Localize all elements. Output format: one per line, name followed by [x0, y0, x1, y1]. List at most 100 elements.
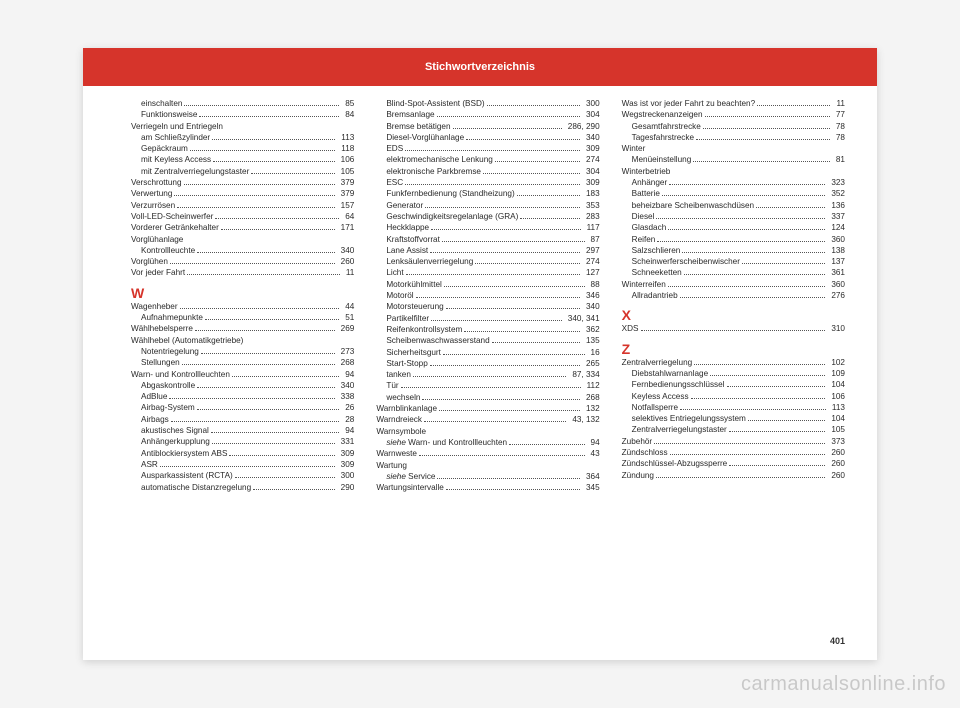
index-entry: Verzurrösen157 — [131, 200, 354, 211]
index-entry-label: siehe Warn- und Kontrollleuchten — [386, 437, 507, 448]
index-entry-page: 265 — [582, 358, 600, 369]
index-entry-page: 268 — [582, 392, 600, 403]
leader-dots — [401, 382, 581, 388]
leader-dots — [180, 303, 340, 309]
index-entry-page: 112 — [583, 380, 600, 391]
index-entry-page: 102 — [827, 357, 845, 368]
index-entry: Gepäckraum118 — [131, 143, 354, 154]
index-entry: Keyless Access106 — [622, 391, 845, 402]
index-entry-label: Zubehör — [622, 436, 653, 447]
index-entry: Schneeketten361 — [622, 267, 845, 278]
index-entry: Diesel337 — [622, 211, 845, 222]
index-entry: Winterreifen360 — [622, 279, 845, 290]
leader-dots — [190, 145, 335, 151]
index-entry-page: 360 — [827, 234, 845, 245]
index-entry: Warndreieck43, 132 — [376, 414, 599, 425]
page-header-title: Stichwortverzeichnis — [425, 61, 535, 73]
index-entry-page: 361 — [827, 267, 845, 278]
index-entry-label: Anhänger — [632, 177, 668, 188]
leader-dots — [668, 224, 825, 230]
index-entry-page: 362 — [582, 324, 600, 335]
index-entry-page: 78 — [832, 132, 845, 143]
leader-dots — [682, 247, 825, 253]
leader-dots — [446, 303, 580, 309]
leader-dots — [453, 123, 562, 129]
index-entry-label: mit Keyless Access — [141, 154, 211, 165]
index-entry-label: Motorsteuerung — [386, 301, 443, 312]
index-entry-label: EDS — [386, 143, 403, 154]
index-entry-label: Lane Assist — [386, 245, 428, 256]
index-entry-page: 297 — [582, 245, 600, 256]
leader-dots — [662, 190, 825, 196]
index-entry-label: Motoröl — [386, 290, 413, 301]
index-entry-label: Diebstahlwarnanlage — [632, 368, 708, 379]
index-heading-label: Wählhebel (Automatikgetriebe) — [131, 335, 243, 346]
index-entry-page: 331 — [337, 436, 355, 447]
leader-dots — [466, 134, 580, 140]
index-entry-label: Zündschloss — [622, 447, 668, 458]
index-entry-page: 88 — [587, 279, 600, 290]
index-heading-label: Winterbetrieb — [622, 166, 671, 177]
index-heading: Verriegeln und Entriegeln — [131, 121, 354, 132]
leader-dots — [212, 134, 335, 140]
index-entry: Reifenkontrollsystem362 — [376, 324, 599, 335]
index-entry-page: 345 — [582, 482, 600, 493]
index-entry-page: 136 — [827, 200, 845, 211]
index-entry-label: Start-Stopp — [386, 358, 427, 369]
leader-dots — [187, 269, 340, 275]
leader-dots — [425, 202, 580, 208]
index-entry-page: 276 — [827, 290, 845, 301]
leader-dots — [483, 168, 580, 174]
index-entry-page: 77 — [832, 109, 845, 120]
leader-dots — [696, 134, 830, 140]
index-entry: Scheibenwaschwasserstand135 — [376, 335, 599, 346]
index-entry-page: 304 — [582, 109, 600, 120]
index-entry: Warnblinkanlage132 — [376, 403, 599, 414]
index-entry-page: 274 — [582, 154, 600, 165]
leader-dots — [199, 111, 339, 117]
index-entry: Generator353 — [376, 200, 599, 211]
index-entry: Ausparkassistent (RCTA)300 — [131, 470, 354, 481]
index-entry-label: Wählhebelsperre — [131, 323, 193, 334]
index-entry: ESC309 — [376, 177, 599, 188]
index-entry: Airbag-System26 — [131, 402, 354, 413]
index-entry: EDS309 — [376, 143, 599, 154]
index-entry-page: 260 — [827, 447, 845, 458]
index-entry-label: Licht — [386, 267, 403, 278]
index-entry-page: 132 — [582, 403, 600, 414]
leader-dots — [669, 179, 825, 185]
index-heading: Winterbetrieb — [622, 166, 845, 177]
index-entry-label: Verzurrösen — [131, 200, 175, 211]
index-entry-label: Batterie — [632, 188, 660, 199]
leader-dots — [487, 100, 580, 106]
index-heading-label: Verriegeln und Entriegeln — [131, 121, 223, 132]
leader-dots — [205, 314, 339, 320]
index-entry-page: 94 — [341, 369, 354, 380]
leader-dots — [703, 123, 830, 129]
leader-dots — [406, 269, 580, 275]
index-entry: Partikelfilter340, 341 — [376, 313, 599, 324]
leader-dots — [184, 100, 339, 106]
index-entry-label: selektives Entriegelungssystem — [632, 413, 746, 424]
index-entry-page: 364 — [582, 471, 600, 482]
index-entry-page: 87, 334 — [568, 369, 599, 380]
index-entry: Zündung260 — [622, 470, 845, 481]
index-entry-page: 51 — [341, 312, 354, 323]
index-entry-page: 274 — [582, 256, 600, 267]
leader-dots — [756, 202, 825, 208]
index-entry-page: 11 — [342, 267, 355, 278]
leader-dots — [229, 450, 334, 456]
index-entry-label: Zentralverriegelungstaster — [632, 424, 727, 435]
index-heading: Wählhebel (Automatikgetriebe) — [131, 335, 354, 346]
index-entry: elektromechanische Lenkung274 — [376, 154, 599, 165]
leader-dots — [201, 348, 335, 354]
index-entry-page: 87 — [587, 234, 600, 245]
index-entry-label: Airbags — [141, 414, 169, 425]
index-entry: Salzschlieren138 — [622, 245, 845, 256]
index-entry-page: 340 — [337, 245, 355, 256]
leader-dots — [437, 111, 580, 117]
index-entry-page: 137 — [827, 256, 845, 267]
index-entry: Voll-LED-Scheinwerfer64 — [131, 211, 354, 222]
leader-dots — [464, 326, 580, 332]
index-entry: Scheinwerferscheibenwischer137 — [622, 256, 845, 267]
